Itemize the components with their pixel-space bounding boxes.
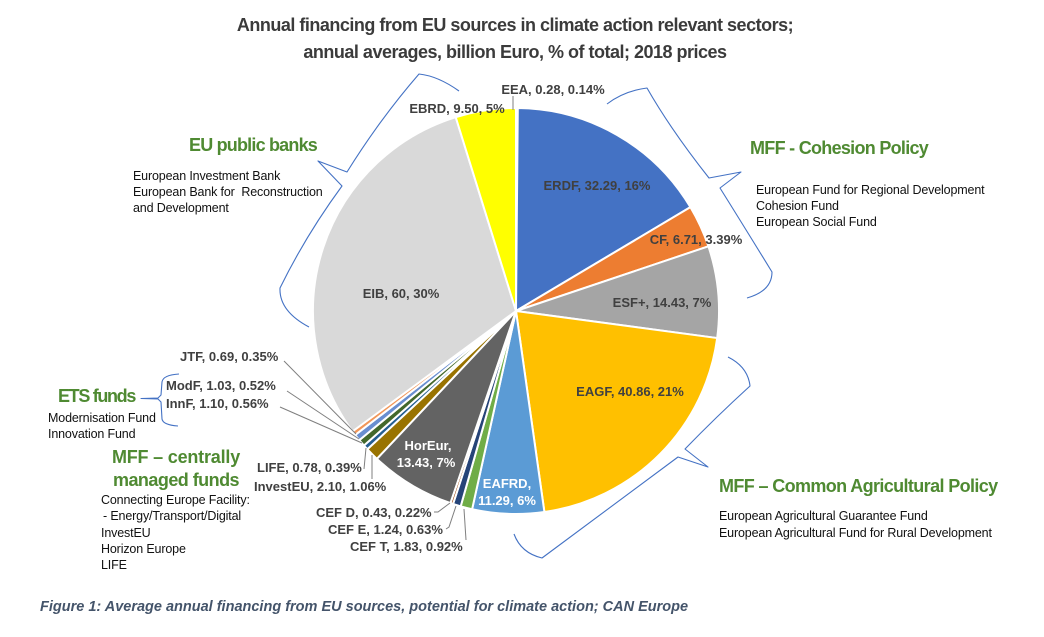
svg-text:EU public banks: EU public banks bbox=[189, 135, 318, 155]
svg-text:EBRD, 9.50, 5%: EBRD, 9.50, 5% bbox=[409, 101, 505, 116]
svg-text:MFF – centrally: MFF – centrally bbox=[112, 447, 240, 467]
svg-text:EAGF, 40.86, 21%: EAGF, 40.86, 21% bbox=[576, 384, 684, 399]
svg-text:ESF+, 14.43, 7%: ESF+, 14.43, 7% bbox=[613, 295, 712, 310]
svg-text:CF, 6.71, 3.39%: CF, 6.71, 3.39% bbox=[650, 232, 743, 247]
svg-text:EIB, 60, 30%: EIB, 60, 30% bbox=[363, 286, 440, 301]
svg-text:CEF T, 1.83, 0.92%: CEF T, 1.83, 0.92% bbox=[350, 539, 463, 554]
svg-text:MFF – Common Agricultural Poli: MFF – Common Agricultural Policy bbox=[719, 476, 998, 496]
svg-text:InvestEU, 2.10, 1.06%: InvestEU, 2.10, 1.06% bbox=[254, 479, 387, 494]
svg-text:EEA, 0.28, 0.14%: EEA, 0.28, 0.14% bbox=[501, 82, 605, 97]
svg-text:CEF E, 1.24, 0.63%: CEF E, 1.24, 0.63% bbox=[328, 522, 443, 537]
svg-text:Annual financing from EU sourc: Annual financing from EU sources in clim… bbox=[237, 15, 793, 35]
svg-text:- Energy/Transport/Digital: - Energy/Transport/Digital bbox=[103, 509, 241, 523]
svg-text:CEF D, 0.43, 0.22%: CEF D, 0.43, 0.22% bbox=[316, 505, 432, 520]
svg-text:13.43, 7%: 13.43, 7% bbox=[397, 455, 456, 470]
svg-text:ETS funds: ETS funds bbox=[58, 386, 136, 406]
svg-text:and Development: and Development bbox=[133, 201, 229, 215]
svg-text:JTF, 0.69, 0.35%: JTF, 0.69, 0.35% bbox=[180, 349, 279, 364]
svg-text:European Fund for Regional Dev: European Fund for Regional Development bbox=[756, 183, 985, 197]
svg-text:Connecting Europe Facility:: Connecting Europe Facility: bbox=[101, 493, 250, 507]
svg-text:InvestEU: InvestEU bbox=[101, 526, 151, 540]
svg-text:Figure 1: Average annual finan: Figure 1: Average annual financing from … bbox=[40, 599, 688, 615]
svg-text:European Bank for Reconstruct: European Bank for Reconstruction bbox=[133, 185, 323, 199]
svg-text:InnF, 1.10, 0.56%: InnF, 1.10, 0.56% bbox=[166, 396, 269, 411]
svg-text:ERDF, 32.29, 16%: ERDF, 32.29, 16% bbox=[544, 178, 651, 193]
svg-text:European Investment Bank: European Investment Bank bbox=[133, 169, 281, 183]
svg-text:MFF - Cohesion Policy: MFF - Cohesion Policy bbox=[750, 138, 929, 158]
svg-text:Cohesion Fund: Cohesion Fund bbox=[756, 199, 839, 213]
svg-text:Innovation Fund: Innovation Fund bbox=[48, 427, 136, 441]
svg-text:European Agricultural Fund for: European Agricultural Fund for Rural Dev… bbox=[719, 526, 992, 540]
svg-text:Horizon Europe: Horizon Europe bbox=[101, 542, 186, 556]
svg-text:Modernisation Fund: Modernisation Fund bbox=[48, 411, 156, 425]
svg-text:annual averages, billion Euro,: annual averages, billion Euro, % of tota… bbox=[303, 42, 727, 62]
svg-text:HorEur,: HorEur, bbox=[405, 438, 452, 453]
svg-text:EAFRD,: EAFRD, bbox=[483, 476, 531, 491]
svg-text:European Agricultural Guarante: European Agricultural Guarantee Fund bbox=[719, 509, 928, 523]
svg-text:11.29, 6%: 11.29, 6% bbox=[478, 493, 536, 508]
svg-text:LIFE, 0.78, 0.39%: LIFE, 0.78, 0.39% bbox=[257, 460, 362, 475]
svg-text:managed funds: managed funds bbox=[113, 470, 240, 490]
svg-text:ModF, 1.03, 0.52%: ModF, 1.03, 0.52% bbox=[166, 378, 276, 393]
svg-text:European Social Fund: European Social Fund bbox=[756, 215, 877, 229]
svg-text:LIFE: LIFE bbox=[101, 558, 127, 572]
